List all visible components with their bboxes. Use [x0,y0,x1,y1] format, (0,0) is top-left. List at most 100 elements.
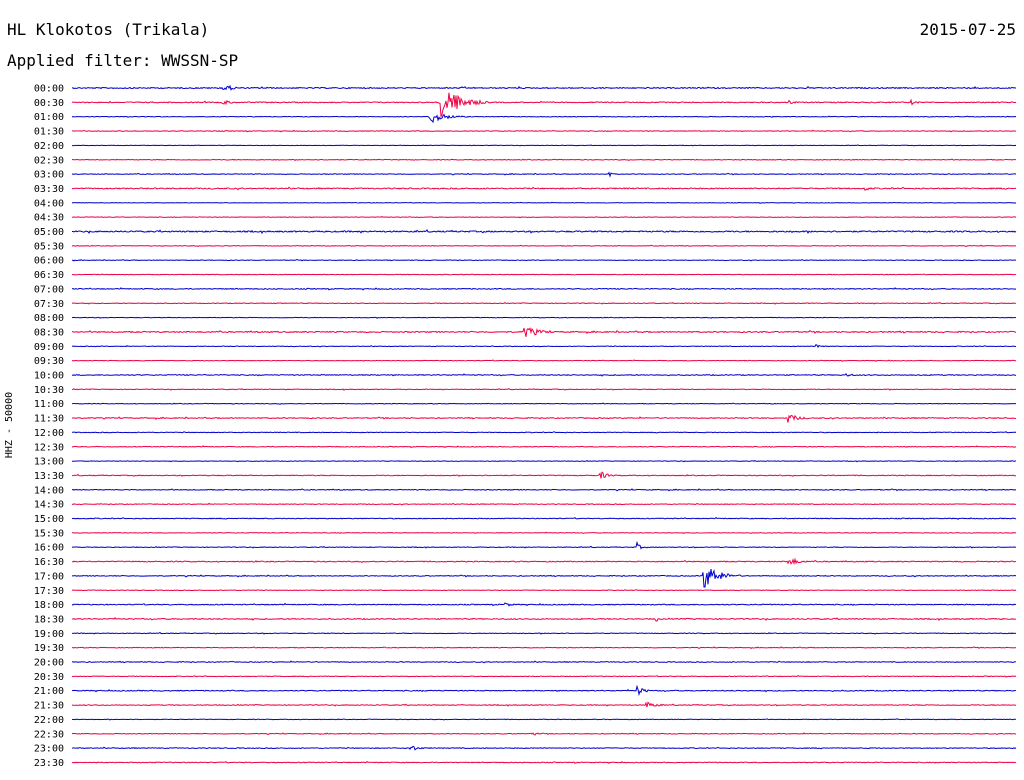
time-tick-label: 12:00 [34,428,64,439]
time-tick-label: 13:30 [34,471,64,482]
time-tick-label: 17:30 [34,586,64,597]
time-tick-label: 16:30 [34,557,64,568]
trace-line [71,760,1017,764]
trace-line [71,201,1017,204]
time-tick-label: 02:30 [34,155,64,166]
trace-line [71,459,1017,463]
record-date: 2015-07-25 [919,20,1016,39]
trace-line [71,92,1017,119]
trace-line [71,531,1017,535]
time-tick-label: 21:00 [34,686,64,697]
trace-line [71,701,1017,708]
trace-line [71,158,1017,162]
trace-line [71,144,1017,147]
trace-line [71,660,1017,664]
trace-line [71,372,1017,377]
trace-line [71,674,1017,678]
time-tick-label: 15:30 [34,528,64,539]
time-tick-label: 02:00 [34,141,64,152]
trace-line [71,557,1017,566]
trace-line [71,488,1017,492]
time-tick-label: 01:00 [34,112,64,123]
time-tick-label: 16:00 [34,543,64,554]
trace-line [71,113,1017,124]
trace-line [71,732,1017,736]
trace-line [71,516,1017,521]
time-tick-label: 14:00 [34,485,64,496]
trace-line [71,171,1017,178]
time-tick-label: 09:30 [34,356,64,367]
trace-line [71,215,1017,219]
trace-line [71,84,1017,91]
time-tick-label: 12:30 [34,442,64,453]
time-tick-label: 06:30 [34,270,64,281]
time-tick-label: 18:30 [34,614,64,625]
trace-line [71,186,1017,191]
time-tick-label: 10:00 [34,371,64,382]
time-tick-label: 19:00 [34,629,64,640]
trace-line [71,616,1017,622]
time-tick-label: 01:30 [34,127,64,138]
trace-line [71,327,1017,337]
time-tick-label: 00:30 [34,98,64,109]
time-tick-label: 00:00 [34,84,64,95]
trace-line [71,471,1017,479]
trace-line [71,631,1017,635]
time-tick-label: 08:30 [34,327,64,338]
time-tick-label: 13:00 [34,457,64,468]
time-tick-label: 11:00 [34,399,64,410]
trace-line [71,745,1017,751]
trace-line [71,316,1017,319]
time-tick-label: 23:30 [34,758,64,769]
time-tick-label: 03:00 [34,170,64,181]
trace-line [71,343,1017,349]
trace-line [71,431,1017,434]
time-tick-label: 18:00 [34,600,64,611]
time-tick-label: 22:30 [34,729,64,740]
time-tick-label: 05:00 [34,227,64,238]
time-tick-label: 22:00 [34,715,64,726]
trace-line [71,589,1017,592]
trace-line [71,568,1017,588]
trace-line [71,273,1017,276]
time-tick-label: 14:30 [34,500,64,511]
time-tick-label: 07:00 [34,284,64,295]
trace-line [71,414,1017,423]
trace-line [71,402,1017,405]
trace-line [71,258,1017,262]
time-tick-label: 21:30 [34,701,64,712]
trace-line [71,684,1017,697]
trace-line [71,718,1017,721]
applied-filter-label: Applied filter: WWSSN-SP [7,51,239,70]
trace-line [71,602,1017,607]
trace-line [72,646,1017,650]
time-tick-label: 09:00 [34,342,64,353]
trace-line [71,359,1017,362]
trace-line [71,229,1017,235]
time-tick-label: 06:00 [34,256,64,267]
time-tick-label: 11:30 [34,414,64,425]
time-tick-label: 10:30 [34,385,64,396]
time-tick-label: 03:30 [34,184,64,195]
trace-line [72,244,1017,248]
trace-line [71,387,1017,391]
trace-line [71,445,1017,449]
trace-line [71,129,1017,133]
time-tick-label: 19:30 [34,643,64,654]
time-tick-label: 04:30 [34,213,64,224]
time-tick-label: 04:00 [34,198,64,209]
time-tick-label: 07:30 [34,299,64,310]
time-tick-label: 08:00 [34,313,64,324]
trace-line [71,502,1017,506]
time-tick-label: 17:00 [34,571,64,582]
time-tick-label: 15:00 [34,514,64,525]
time-tick-label: 05:30 [34,241,64,252]
time-tick-label: 23:00 [34,744,64,755]
trace-line [71,301,1017,305]
trace-line [71,287,1017,291]
trace-line [71,540,1017,550]
time-tick-label: 20:30 [34,672,64,683]
time-tick-label: 20:00 [34,658,64,669]
station-title: HL Klokotos (Trikala) [7,20,210,39]
